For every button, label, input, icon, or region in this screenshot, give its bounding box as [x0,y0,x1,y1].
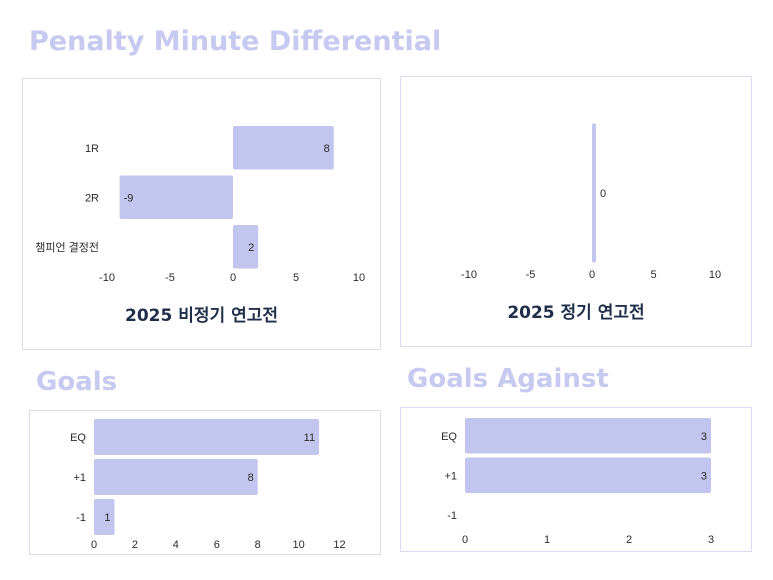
bar [465,457,711,494]
pim-regular-chart: 0 -10 -5 0 5 10 [461,123,721,281]
tick-label: 2 [626,534,632,546]
pim-exhibition-chart-title: 2025 비정기 연고전 [125,306,278,326]
goals-against-heading: Goals Against [407,364,609,394]
goals-chart: EQ 11+1 8-1 10 2 4 6 8 10 12 [70,419,346,551]
bar [94,499,115,535]
tick-label: 0 [230,272,236,284]
data-label: 2 [248,242,254,254]
goals-heading: Goals [36,367,118,397]
pim-regular-panel: 0 -10 -5 0 5 10 2025 정기 연고전 [400,76,752,347]
tick-label: 2 [132,539,138,551]
category-label: +1 [73,472,86,484]
bar [592,123,596,263]
tick-label: 10 [353,272,365,284]
bar [465,417,711,454]
category-label: 1R [85,143,99,155]
tick-label: -10 [461,269,477,281]
page-title: Penalty Minute Differential [29,26,442,57]
data-label: 8 [248,472,254,484]
tick-label: 5 [650,269,656,281]
bar [94,419,320,455]
tick-label: 6 [214,539,220,551]
tick-label: 10 [292,539,304,551]
bar [233,125,334,170]
data-label: 0 [600,188,606,200]
data-label: 3 [701,470,707,482]
bar [119,175,233,220]
goals-against-panel: EQ 3 +1 3 -1 0 1 2 3 [400,407,752,552]
data-label: 8 [324,143,330,155]
category-label: 챔피언 결정전 [35,241,99,254]
data-label: 3 [701,431,707,443]
tick-label: 3 [708,534,714,546]
goals-panel: EQ 11 +1 8 -1 1 0 2 4 6 8 10 12 [29,410,381,555]
category-label: EQ [441,431,457,443]
pim-exhibition-panel: 1R 8 2R -9 챔피언 결정전 2 -10 -5 0 5 10 2025 비정기 연고전 [22,78,381,350]
tick-label: 0 [462,534,468,546]
goals-against-chart: EQ 3 +1 3 -1 0 1 2 3 [441,417,714,546]
category-label: EQ [70,432,86,444]
category-label: -1 [447,510,457,522]
tick-label: 1 [544,534,550,546]
category-label: +1 [444,470,457,482]
tick-label: 5 [293,272,299,284]
tick-label: 10 [709,269,721,281]
tick-label: 12 [333,539,345,551]
tick-label: -5 [165,272,175,284]
tick-label: 0 [589,269,595,281]
data-label: -9 [124,192,134,204]
data-label: 11 [304,432,315,444]
tick-label: -5 [526,269,536,281]
tick-label: 0 [91,539,97,551]
tick-label: 4 [173,539,179,551]
pim-regular-chart-title: 2025 정기 연고전 [507,303,645,323]
tick-label: 8 [255,539,261,551]
category-label: 2R [85,192,99,204]
tick-label: -10 [99,272,115,284]
category-label: -1 [76,512,86,524]
pim-exhibition-chart: 1R 8 2R -9 챔피언 결정전 2 -10 -5 0 5 10 [35,125,365,284]
bar [94,459,258,495]
bar [233,224,259,269]
data-label: 1 [104,512,110,524]
